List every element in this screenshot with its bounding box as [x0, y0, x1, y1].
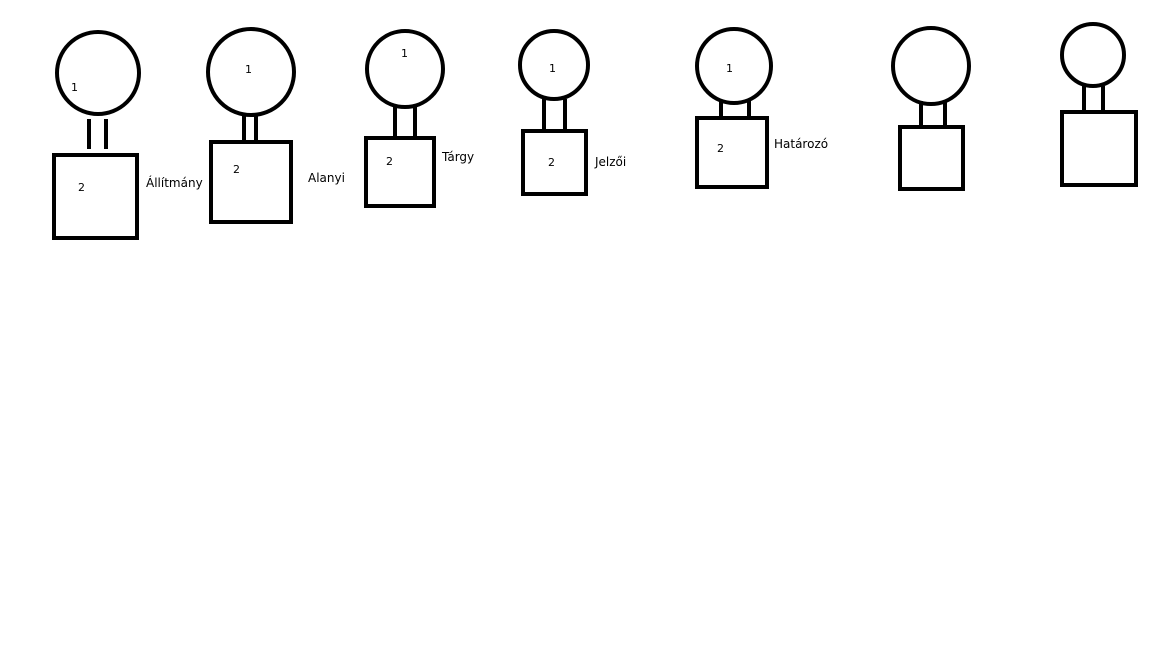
square-node — [52, 153, 139, 240]
square-node — [1060, 110, 1138, 187]
circle-number: 1 — [401, 47, 408, 60]
square-node — [209, 140, 293, 224]
circle-number: 1 — [71, 81, 78, 94]
circle-node — [1060, 22, 1126, 88]
circle-number: 1 — [549, 62, 556, 75]
item-label: Állítmány — [146, 175, 203, 190]
diagram-item-alanyi: 1 2 Alanyi — [206, 27, 345, 224]
item-label: Határozó — [774, 137, 828, 151]
box-number: 2 — [717, 142, 724, 155]
circle-node — [55, 30, 141, 116]
circle-node — [891, 26, 971, 106]
item-label: Jelzői — [594, 155, 626, 169]
diagram-item-hatarozo: 1 2 Határozó — [695, 27, 828, 189]
square-node — [521, 129, 588, 196]
item-label: Tárgy — [441, 150, 474, 164]
circle-number: 1 — [726, 62, 733, 75]
item-label: Alanyi — [308, 171, 345, 185]
diagram-item-6 — [891, 26, 971, 191]
diagram-item-targy: 1 2 Tárgy — [364, 29, 474, 208]
box-number: 2 — [548, 156, 555, 169]
box-number: 2 — [233, 163, 240, 176]
diagram-item-jelzoi: 1 2 Jelzői — [518, 29, 626, 196]
circle-node — [518, 29, 590, 101]
box-number: 2 — [78, 181, 85, 194]
square-node — [364, 136, 436, 208]
circle-node — [695, 27, 773, 105]
diagram-item-7 — [1060, 22, 1138, 187]
square-node — [898, 125, 965, 191]
circle-node — [206, 27, 296, 117]
square-node — [695, 116, 769, 189]
box-number: 2 — [386, 155, 393, 168]
diagram-item-allitmany: 1 2 Állítmány — [52, 30, 203, 240]
circle-number: 1 — [245, 63, 252, 76]
circle-node — [365, 29, 445, 109]
